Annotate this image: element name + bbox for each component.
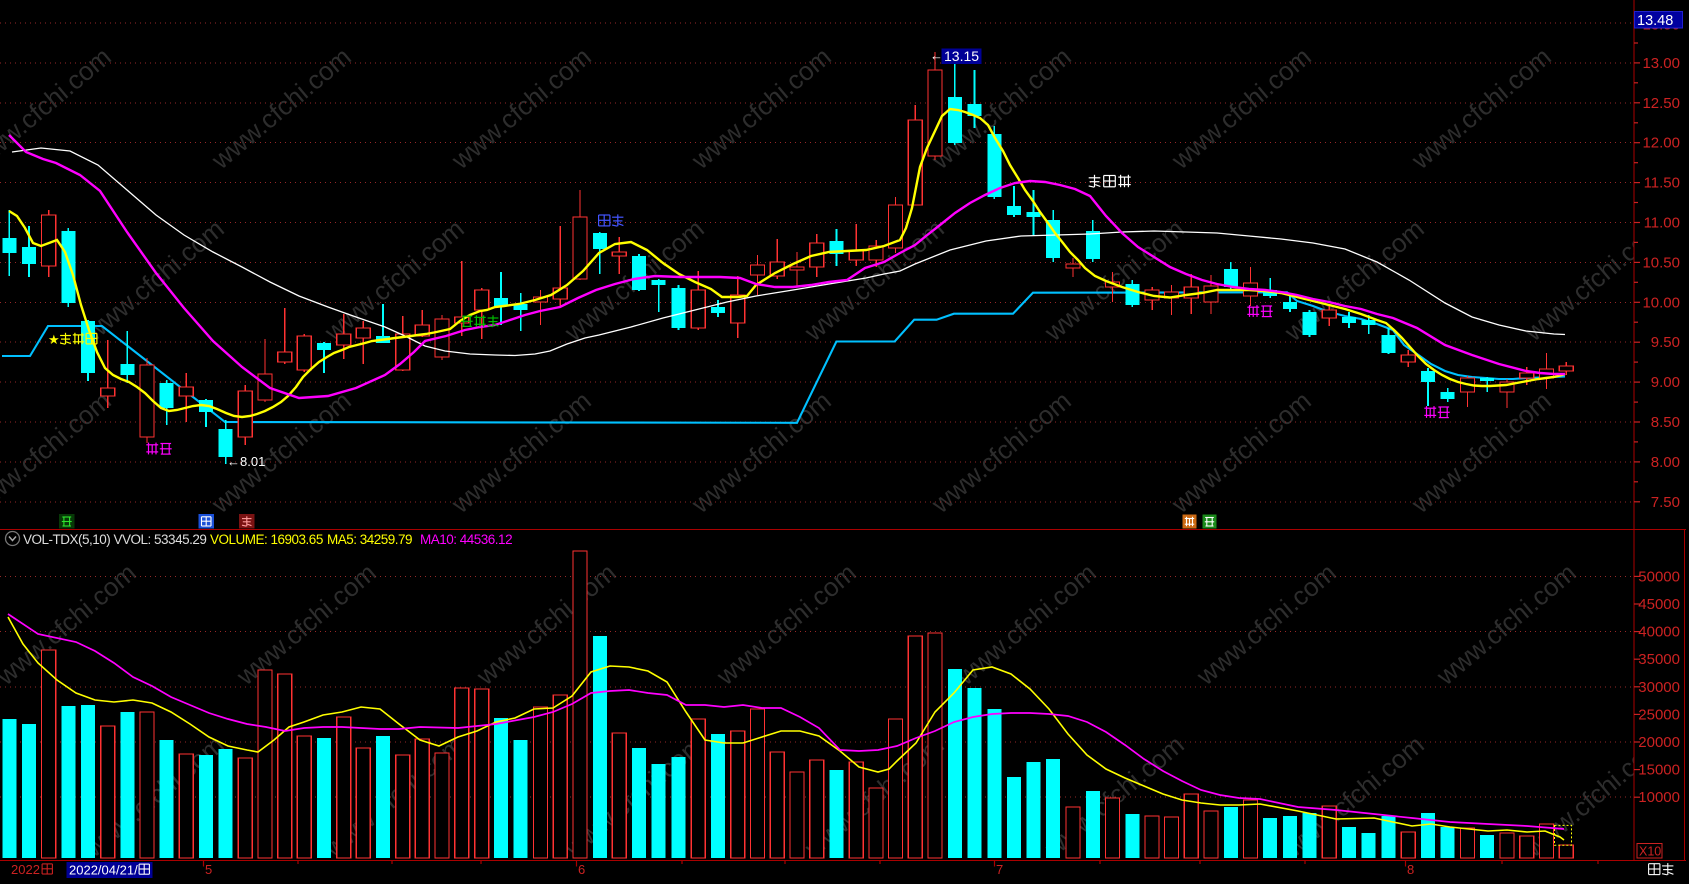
svg-text:8: 8 [1407,862,1414,877]
svg-text:★: ★ [48,332,60,347]
svg-text:7.50: 7.50 [1651,494,1680,511]
svg-text:13.15: 13.15 [944,48,979,64]
svg-text:MA10: 44536.12: MA10: 44536.12 [420,532,512,547]
svg-text:VOLUME: 16903.65: VOLUME: 16903.65 [210,532,323,547]
svg-text:45000: 45000 [1638,596,1680,613]
svg-text:←: ← [930,48,943,63]
svg-text:25000: 25000 [1638,706,1680,723]
svg-text:50000: 50000 [1638,568,1680,585]
svg-text:12.00: 12.00 [1642,135,1680,152]
svg-text:20000: 20000 [1638,734,1680,751]
svg-text:10000: 10000 [1638,789,1680,806]
svg-text:9.50: 9.50 [1651,334,1680,351]
svg-text:10.00: 10.00 [1642,294,1680,311]
svg-text:35000: 35000 [1638,651,1680,668]
svg-text:X10: X10 [1639,845,1661,859]
svg-text:2022/04/21/: 2022/04/21/ [69,863,138,878]
svg-text:2022: 2022 [11,862,40,877]
svg-text:30000: 30000 [1638,679,1680,696]
svg-text:11.00: 11.00 [1644,215,1680,232]
svg-text:8.50: 8.50 [1651,414,1680,431]
svg-text:5: 5 [205,862,212,877]
svg-text:VOL-TDX(5,10) VVOL: 53345.29: VOL-TDX(5,10) VVOL: 53345.29 [23,532,206,547]
svg-text:15000: 15000 [1638,762,1680,779]
svg-text:13.00: 13.00 [1642,55,1680,72]
svg-text:8.00: 8.00 [1651,454,1680,471]
svg-text:11.50: 11.50 [1644,175,1680,192]
svg-text:6: 6 [578,862,585,877]
svg-text:←8.01: ←8.01 [227,454,265,469]
svg-text:12.50: 12.50 [1642,95,1680,112]
svg-text:9.00: 9.00 [1651,374,1680,391]
svg-text:10.50: 10.50 [1642,254,1680,271]
svg-text:40000: 40000 [1638,624,1680,641]
svg-text:MA5: 34259.79: MA5: 34259.79 [327,532,412,547]
svg-text:7: 7 [996,862,1003,877]
svg-text:13.48: 13.48 [1637,13,1673,29]
